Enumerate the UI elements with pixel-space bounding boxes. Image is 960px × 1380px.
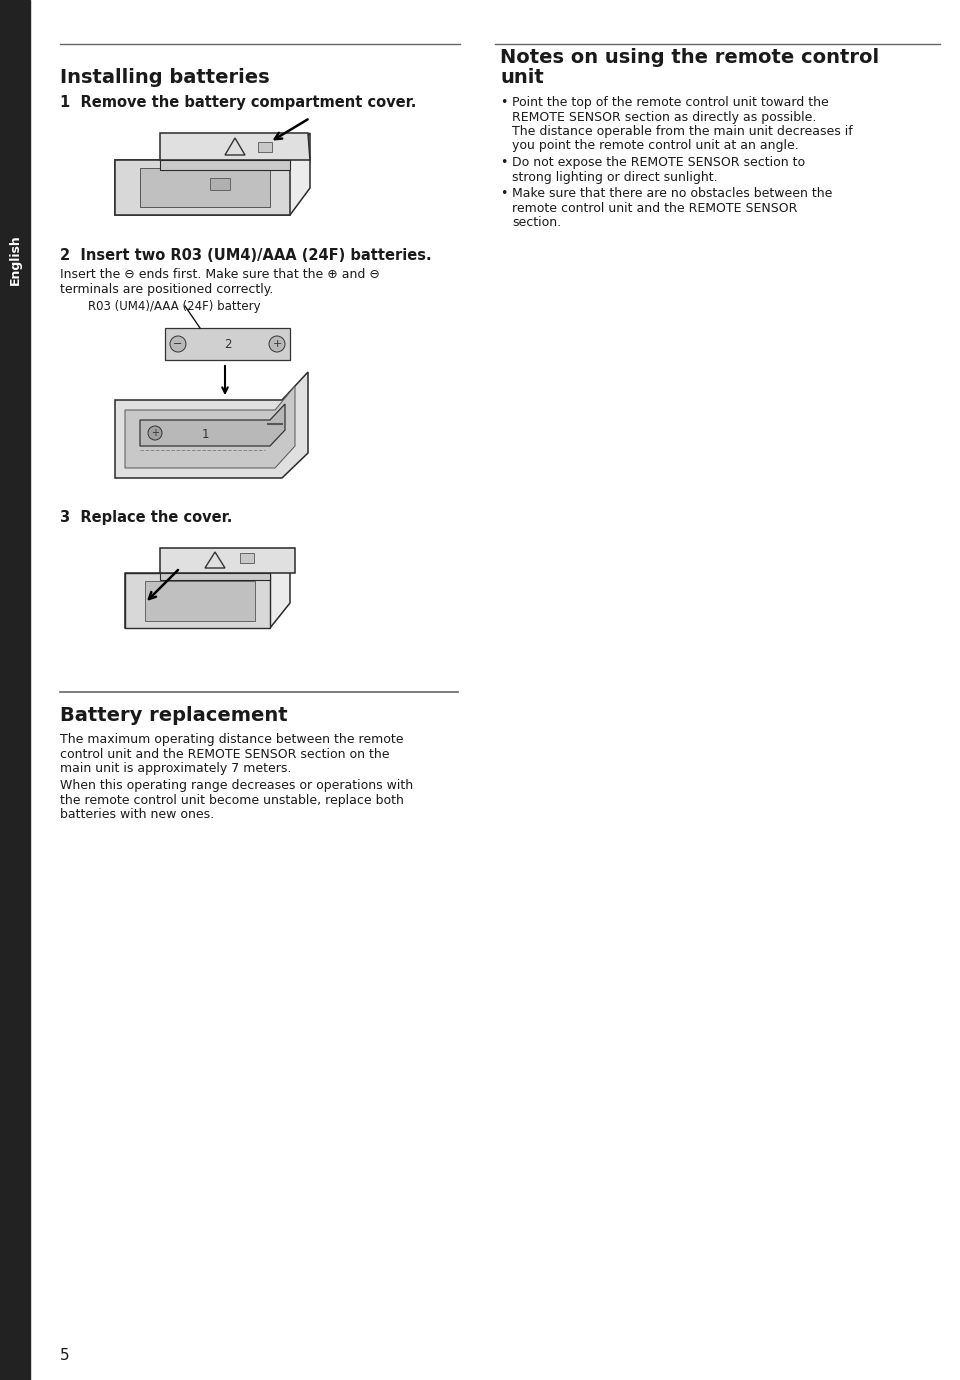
Text: 2: 2: [225, 338, 231, 351]
Text: When this operating range decreases or operations with: When this operating range decreases or o…: [60, 780, 413, 792]
Text: 3  Replace the cover.: 3 Replace the cover.: [60, 511, 232, 524]
Text: Make sure that there are no obstacles between the: Make sure that there are no obstacles be…: [512, 188, 832, 200]
Text: 5: 5: [60, 1348, 70, 1363]
Text: Point the top of the remote control unit toward the: Point the top of the remote control unit…: [512, 97, 828, 109]
Text: the remote control unit become unstable, replace both: the remote control unit become unstable,…: [60, 793, 404, 807]
Text: main unit is approximately 7 meters.: main unit is approximately 7 meters.: [60, 762, 292, 776]
Polygon shape: [115, 373, 308, 477]
Text: Battery replacement: Battery replacement: [60, 707, 288, 725]
Bar: [145, 581, 255, 621]
Text: control unit and the REMOTE SENSOR section on the: control unit and the REMOTE SENSOR secti…: [60, 748, 390, 760]
Text: 2  Insert two R03 (UM4)/AAA (24F) batteries.: 2 Insert two R03 (UM4)/AAA (24F) batteri…: [60, 248, 432, 264]
Text: unit: unit: [500, 68, 543, 87]
Text: remote control unit and the REMOTE SENSOR: remote control unit and the REMOTE SENSO…: [512, 201, 798, 214]
Polygon shape: [125, 548, 290, 628]
Bar: [258, 142, 272, 152]
Polygon shape: [160, 573, 270, 580]
Text: •: •: [500, 97, 508, 109]
Text: REMOTE SENSOR section as directly as possible.: REMOTE SENSOR section as directly as pos…: [512, 110, 816, 123]
Text: Notes on using the remote control: Notes on using the remote control: [500, 48, 879, 68]
Text: 1  Remove the battery compartment cover.: 1 Remove the battery compartment cover.: [60, 95, 417, 110]
Text: batteries with new ones.: batteries with new ones.: [60, 809, 214, 821]
Text: +: +: [273, 339, 281, 349]
Text: Do not expose the REMOTE SENSOR section to: Do not expose the REMOTE SENSOR section …: [512, 156, 805, 168]
Text: •: •: [500, 156, 508, 168]
Text: R03 (UM4)/AAA (24F) battery: R03 (UM4)/AAA (24F) battery: [88, 299, 260, 313]
Polygon shape: [115, 160, 290, 215]
Bar: [210, 178, 230, 190]
Circle shape: [170, 335, 186, 352]
Polygon shape: [160, 160, 290, 170]
Text: The maximum operating distance between the remote: The maximum operating distance between t…: [60, 733, 403, 747]
Text: 1: 1: [202, 429, 208, 442]
Polygon shape: [160, 548, 295, 573]
Text: English: English: [9, 235, 21, 286]
Text: −: −: [174, 339, 182, 349]
Text: strong lighting or direct sunlight.: strong lighting or direct sunlight.: [512, 171, 718, 184]
Text: •: •: [500, 188, 508, 200]
Polygon shape: [160, 132, 310, 160]
Text: +: +: [151, 428, 159, 437]
Bar: [0, 0, 30, 1380]
Circle shape: [148, 426, 162, 440]
Polygon shape: [125, 573, 270, 628]
Polygon shape: [165, 328, 290, 360]
Polygon shape: [125, 386, 295, 468]
Text: section.: section.: [512, 217, 562, 229]
Bar: [240, 553, 254, 563]
Text: Insert the ⊖ ends first. Make sure that the ⊕ and ⊖: Insert the ⊖ ends first. Make sure that …: [60, 268, 380, 282]
Polygon shape: [140, 404, 285, 446]
Text: The distance operable from the main unit decreases if: The distance operable from the main unit…: [512, 126, 852, 138]
Polygon shape: [115, 132, 310, 215]
Circle shape: [269, 335, 285, 352]
Text: Installing batteries: Installing batteries: [60, 68, 270, 87]
Text: terminals are positioned correctly.: terminals are positioned correctly.: [60, 283, 274, 295]
Polygon shape: [140, 168, 270, 207]
Text: you point the remote control unit at an angle.: you point the remote control unit at an …: [512, 139, 799, 153]
